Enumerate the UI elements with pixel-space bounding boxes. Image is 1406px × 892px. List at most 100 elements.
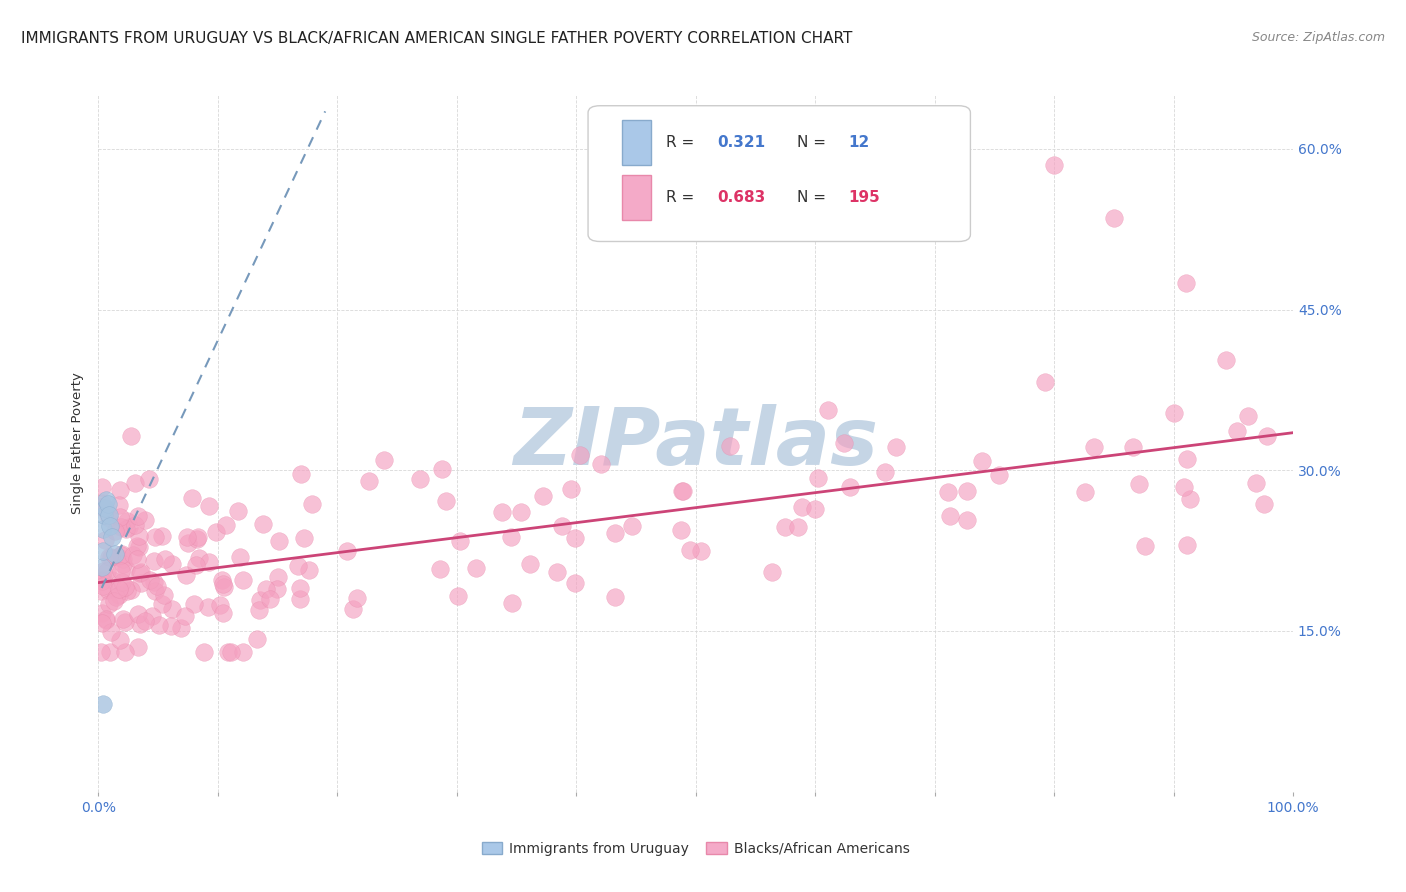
Point <box>531 489 554 503</box>
Point <box>110 564 132 578</box>
Point <box>111 558 134 572</box>
Point <box>183 597 205 611</box>
Point <box>792 500 814 514</box>
Point <box>108 498 131 512</box>
Point <box>447 589 470 603</box>
Point <box>1253 497 1275 511</box>
Point <box>108 483 131 497</box>
Point <box>205 524 228 539</box>
Point <box>211 577 233 591</box>
Point <box>111 547 134 561</box>
Point <box>90 584 112 599</box>
Point <box>287 558 309 573</box>
Point <box>519 558 541 572</box>
Point <box>96 493 118 508</box>
Point <box>91 697 114 711</box>
Point <box>143 554 166 568</box>
Point <box>122 549 145 563</box>
Point <box>115 584 138 599</box>
Point <box>186 558 208 572</box>
Point <box>160 619 183 633</box>
Point <box>301 497 323 511</box>
Text: IMMIGRANTS FROM URUGUAY VS BLACK/AFRICAN AMERICAN SINGLE FATHER POVERTY CORRELAT: IMMIGRANTS FROM URUGUAY VS BLACK/AFRICAN… <box>21 31 852 46</box>
Point <box>509 505 531 519</box>
Point <box>89 500 111 515</box>
Point <box>1074 485 1097 500</box>
Point <box>90 559 112 574</box>
Point <box>208 598 231 612</box>
Point <box>432 462 454 476</box>
Point <box>198 499 221 513</box>
Point <box>672 483 695 498</box>
Point <box>197 600 219 615</box>
Point <box>153 589 176 603</box>
Point <box>429 562 451 576</box>
Point <box>886 440 908 454</box>
Point <box>115 514 138 528</box>
Point <box>1173 480 1195 494</box>
Point <box>873 466 896 480</box>
Point <box>564 575 586 590</box>
Point <box>229 549 252 564</box>
Point <box>139 573 162 587</box>
Point <box>786 520 808 534</box>
Point <box>817 403 839 417</box>
Point <box>110 520 132 534</box>
Point <box>589 457 612 471</box>
Point <box>1174 276 1197 290</box>
Point <box>211 574 233 588</box>
Point <box>162 602 184 616</box>
Point <box>118 520 141 534</box>
Point <box>603 525 626 540</box>
Point <box>232 573 254 587</box>
Point <box>160 557 183 571</box>
Point <box>108 510 131 524</box>
Point <box>97 583 120 598</box>
Point <box>187 530 209 544</box>
Point <box>1043 158 1066 172</box>
Point <box>97 508 120 523</box>
Point <box>346 591 368 605</box>
Point <box>138 473 160 487</box>
Point <box>226 504 249 518</box>
Point <box>501 596 523 610</box>
Point <box>177 536 200 550</box>
Point <box>91 615 114 630</box>
Point <box>91 572 114 586</box>
Point <box>560 483 582 497</box>
Point <box>718 439 741 453</box>
Point <box>187 551 209 566</box>
Point <box>111 612 134 626</box>
Point <box>115 562 138 576</box>
Point <box>773 520 796 534</box>
Point <box>266 582 288 596</box>
Point <box>342 601 364 615</box>
Point <box>91 579 114 593</box>
FancyBboxPatch shape <box>621 120 651 165</box>
Point <box>1102 211 1125 226</box>
Point <box>110 548 132 562</box>
Point <box>186 533 208 547</box>
Point <box>1175 538 1198 552</box>
Point <box>491 505 513 519</box>
Point <box>173 609 195 624</box>
Point <box>1246 475 1268 490</box>
Point <box>127 539 149 553</box>
Point <box>143 584 166 599</box>
Point <box>249 592 271 607</box>
Point <box>94 611 117 625</box>
Point <box>499 530 522 544</box>
Point <box>689 544 711 558</box>
Point <box>955 513 977 527</box>
Point <box>288 581 311 595</box>
Point <box>97 597 120 611</box>
Point <box>90 574 112 588</box>
Point <box>193 645 215 659</box>
Point <box>1033 376 1056 390</box>
Point <box>134 614 156 628</box>
Text: N =: N = <box>797 135 831 150</box>
Text: ZIPatlas: ZIPatlas <box>513 404 879 483</box>
Point <box>1215 352 1237 367</box>
Point <box>219 645 242 659</box>
Point <box>101 530 124 544</box>
